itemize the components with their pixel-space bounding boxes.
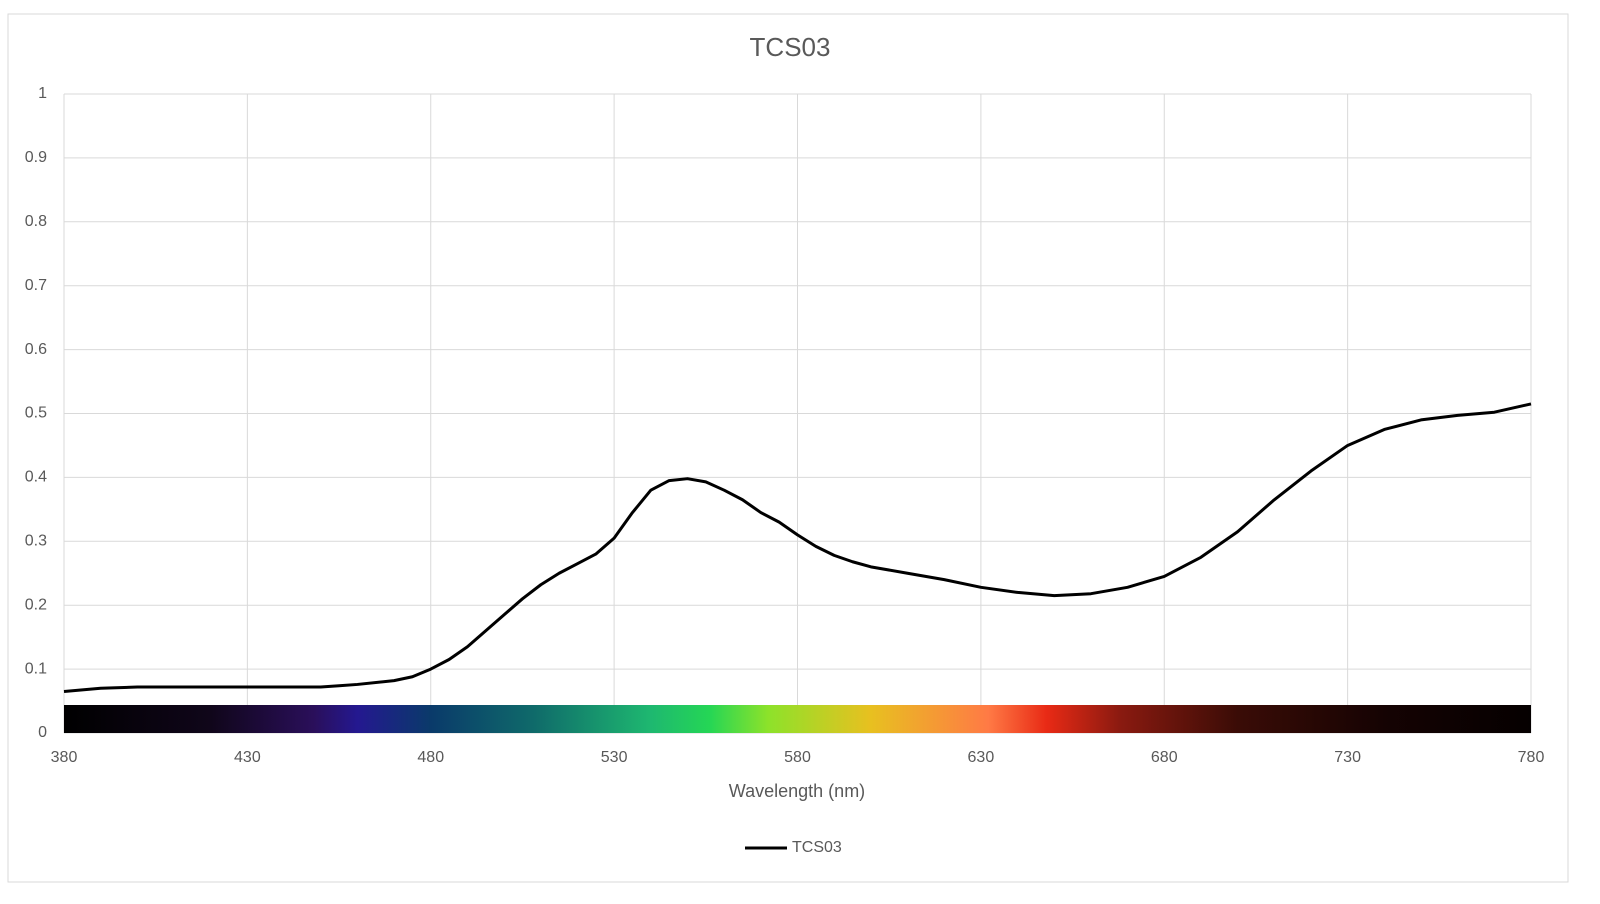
x-tick-label: 630 <box>968 749 995 766</box>
x-tick-label: 730 <box>1334 749 1361 766</box>
y-tick-label: 0.1 <box>25 660 47 677</box>
y-tick-label: 0.8 <box>25 213 47 230</box>
plot <box>63 402 1532 693</box>
x-tick-label: 780 <box>1518 749 1545 766</box>
y-tick-label: 0.4 <box>25 469 47 486</box>
y-tick-label: 0.7 <box>25 277 47 294</box>
y-tick-label: 0.6 <box>25 341 47 358</box>
x-tick-label: 480 <box>417 749 444 766</box>
chart-title: TCS03 <box>750 32 831 62</box>
spectrum-bar <box>64 705 1531 733</box>
legend-label: TCS03 <box>792 839 842 856</box>
chart-border <box>7 13 1569 883</box>
y-tick-label: 0.5 <box>25 405 47 422</box>
y-tick-label: 0 <box>38 724 47 741</box>
y-tick-label: 0.3 <box>25 533 47 550</box>
y-tick-label: 1 <box>38 85 47 102</box>
x-tick-label: 380 <box>51 749 78 766</box>
series-line <box>63 402 1532 693</box>
x-tick-label: 430 <box>234 749 261 766</box>
y-tick-label: 0.2 <box>25 596 47 613</box>
x-tick-label: 580 <box>784 749 811 766</box>
x-tick-label: 680 <box>1151 749 1178 766</box>
y-tick-label: 0.9 <box>25 149 47 166</box>
x-axis-label: Wavelength (nm) <box>729 781 865 801</box>
x-tick-label: 530 <box>601 749 628 766</box>
